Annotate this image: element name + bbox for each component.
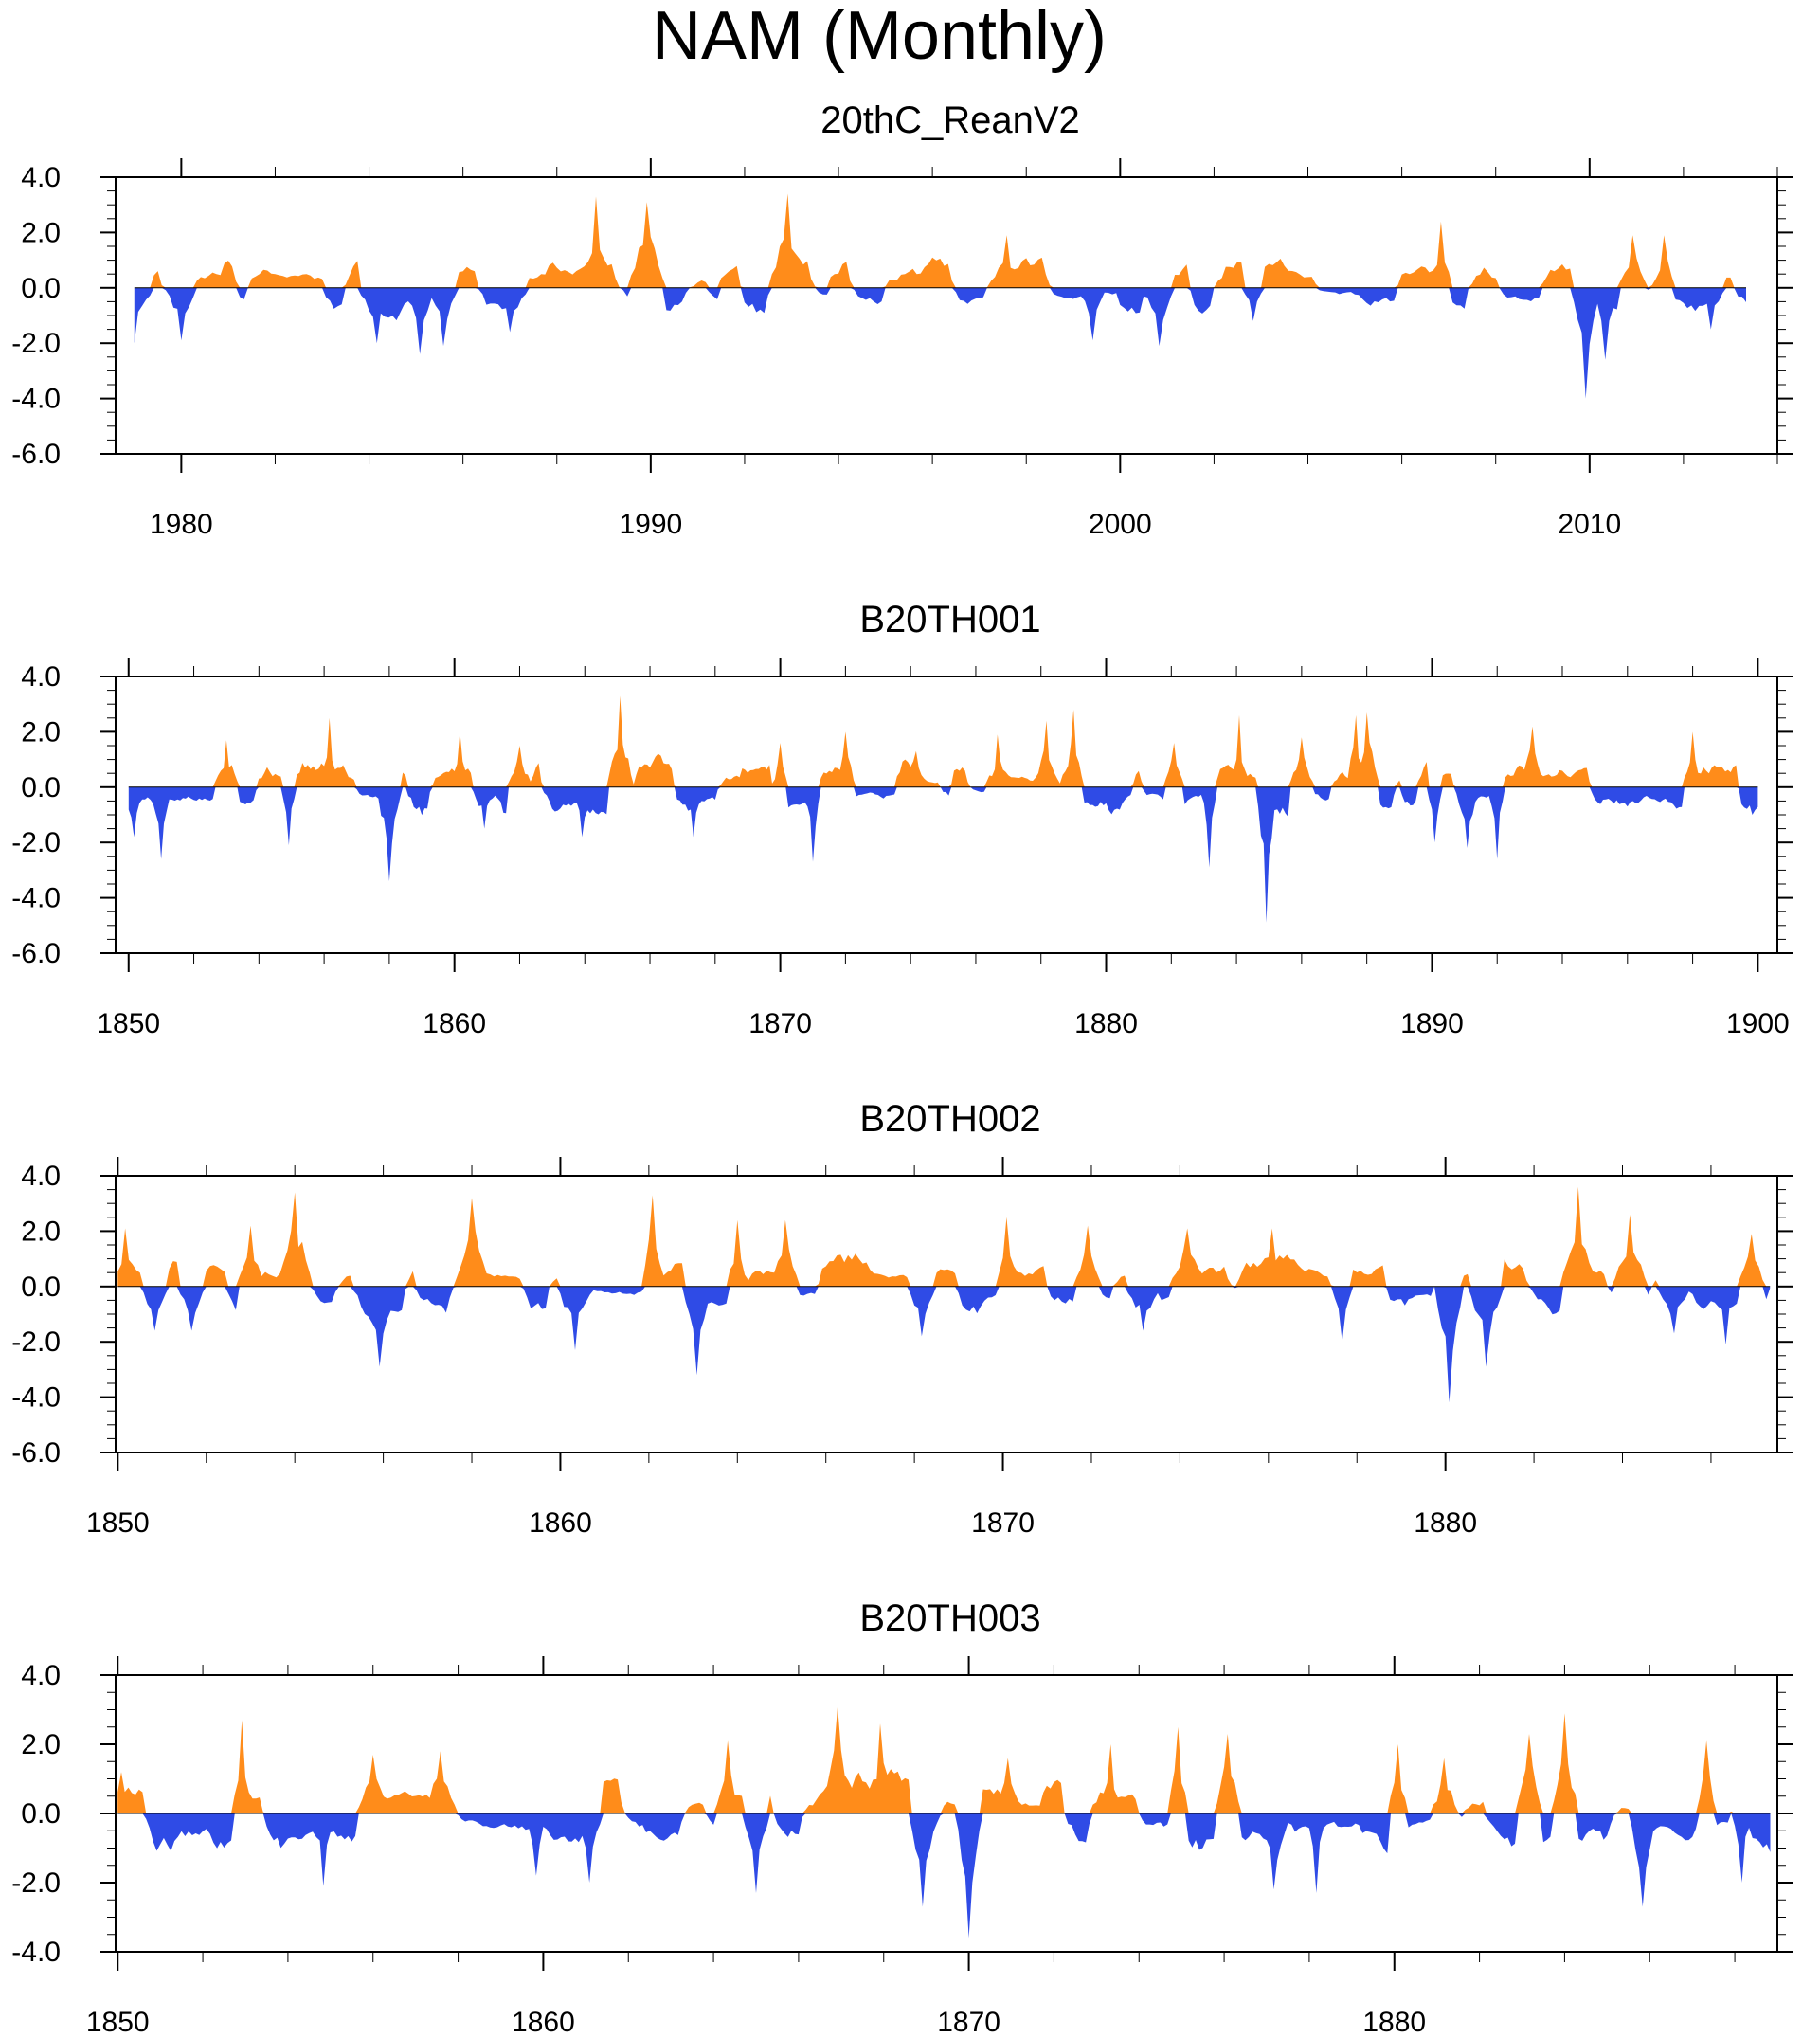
y-tick-label: 4.0	[21, 1161, 61, 1192]
panel-title: B20TH001	[859, 599, 1040, 640]
x-tick-label: 1870	[937, 2007, 1000, 2038]
y-tick-label: 0.0	[21, 1798, 61, 1830]
y-tick-label: 2.0	[21, 217, 61, 248]
y-tick-label: -2.0	[11, 827, 61, 858]
x-tick-label: 1860	[529, 1507, 592, 1539]
y-tick-label: -6.0	[11, 938, 61, 969]
x-tick-label: 1850	[86, 1507, 150, 1539]
y-tick-label: -4.0	[11, 384, 61, 415]
x-tick-label: 1870	[971, 1507, 1035, 1539]
y-tick-label: 0.0	[21, 273, 61, 304]
plot-frame	[115, 676, 1778, 954]
x-tick-label: 1880	[1362, 2007, 1426, 2038]
y-tick-label: 0.0	[21, 1271, 61, 1303]
y-tick-label: 4.0	[21, 661, 61, 693]
figure-title: NAM (Monthly)	[652, 0, 1107, 74]
panel-3: B20TH002 4.0 2.0 0.0 -2.0 -4.0 -6.0 1850 1860 187…	[11, 1098, 1793, 1539]
negative-anomaly-area	[117, 1286, 1771, 1403]
y-tick-label: -4.0	[11, 1937, 61, 1968]
positive-anomaly-area	[134, 193, 1746, 288]
y-tick-label: -6.0	[11, 1437, 61, 1469]
y-tick-label: -6.0	[11, 439, 61, 470]
x-tick-label: 2010	[1558, 509, 1621, 540]
x-tick-label: 1860	[423, 1008, 486, 1039]
plot-frame	[115, 176, 1778, 455]
panel-2: B20TH001 4.0 2.0 0.0 -2.0 -4.0 -6.0 1850 1860 187…	[11, 599, 1793, 1039]
panel-1: 20thC_ReanV2 4.0 2.0 0.0 -2.0 -4.0 -6.0 1980 199…	[11, 99, 1793, 540]
negative-anomaly-area	[117, 1813, 1771, 1939]
y-tick-label: 0.0	[21, 772, 61, 803]
x-tick-label: 1850	[86, 2007, 150, 2038]
panel-title: B20TH002	[859, 1098, 1040, 1140]
x-tick-label: 1850	[97, 1008, 160, 1039]
panel-title: B20TH003	[859, 1597, 1040, 1639]
y-tick-label: 4.0	[21, 162, 61, 193]
y-tick-label: -2.0	[11, 328, 61, 359]
negative-anomaly-area	[134, 287, 1746, 399]
x-tick-label: 1900	[1726, 1008, 1790, 1039]
panel-title: 20thC_ReanV2	[820, 99, 1080, 141]
x-tick-label: 1870	[748, 1008, 812, 1039]
y-tick-label: 2.0	[21, 1216, 61, 1247]
positive-anomaly-area	[117, 1186, 1771, 1287]
plot-frame	[115, 1175, 1778, 1453]
negative-anomaly-area	[128, 786, 1758, 923]
panel-4: B20TH003 4.0 2.0 0.0 -2.0 -4.0 1850 1860 1870 188…	[11, 1597, 1793, 2038]
x-tick-label: 1880	[1074, 1008, 1138, 1039]
y-tick-label: 2.0	[21, 1729, 61, 1760]
x-tick-label: 1980	[150, 509, 213, 540]
x-tick-label: 1990	[619, 509, 682, 540]
x-tick-label: 2000	[1089, 509, 1152, 540]
y-tick-label: -2.0	[11, 1326, 61, 1358]
y-tick-label: 4.0	[21, 1660, 61, 1691]
positive-anomaly-area	[117, 1705, 1771, 1813]
y-tick-label: -4.0	[11, 883, 61, 914]
x-tick-label: 1880	[1414, 1507, 1477, 1539]
y-tick-label: 2.0	[21, 716, 61, 748]
y-tick-label: -4.0	[11, 1382, 61, 1414]
y-tick-label: -2.0	[11, 1867, 61, 1899]
positive-anomaly-area	[128, 695, 1758, 787]
x-tick-label: 1890	[1400, 1008, 1464, 1039]
x-tick-label: 1860	[512, 2007, 575, 2038]
